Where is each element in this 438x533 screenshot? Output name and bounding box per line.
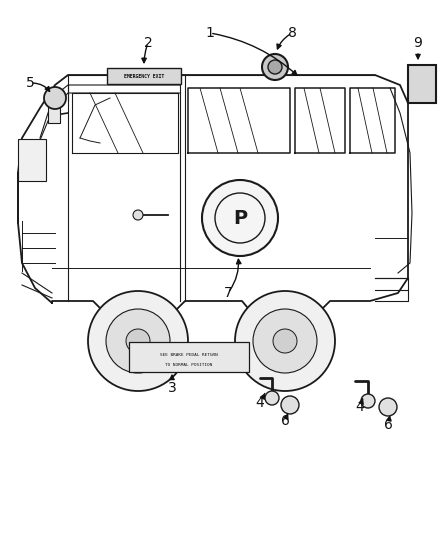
Text: EMERGENCY EXIT: EMERGENCY EXIT [124, 74, 164, 78]
Circle shape [44, 87, 66, 109]
FancyBboxPatch shape [129, 342, 249, 372]
Circle shape [268, 60, 282, 74]
Circle shape [281, 396, 299, 414]
Bar [408, 65, 436, 103]
Circle shape [106, 309, 170, 373]
Circle shape [273, 329, 297, 353]
Circle shape [88, 291, 188, 391]
Text: 4: 4 [356, 400, 364, 414]
Text: 9: 9 [413, 36, 422, 50]
Circle shape [235, 291, 335, 391]
Text: TO NORMAL POSITION: TO NORMAL POSITION [166, 363, 212, 367]
Circle shape [379, 398, 397, 416]
Text: 4: 4 [256, 396, 265, 410]
Bar [48, 107, 60, 123]
Text: 5: 5 [26, 76, 34, 90]
Circle shape [361, 394, 375, 408]
Text: 6: 6 [384, 418, 392, 432]
Circle shape [202, 180, 278, 256]
Text: 8: 8 [288, 26, 297, 40]
Bar [18, 139, 46, 181]
FancyBboxPatch shape [107, 68, 181, 84]
Circle shape [262, 54, 288, 80]
Text: P: P [233, 208, 247, 228]
Text: 7: 7 [224, 286, 233, 300]
Text: 2: 2 [144, 36, 152, 50]
Circle shape [265, 391, 279, 405]
Circle shape [253, 309, 317, 373]
Circle shape [126, 329, 150, 353]
Text: 6: 6 [281, 414, 290, 428]
Circle shape [133, 210, 143, 220]
Text: SEE BRAKE PEDAL RETURN: SEE BRAKE PEDAL RETURN [160, 353, 218, 357]
Text: 1: 1 [205, 26, 215, 40]
Text: 3: 3 [168, 381, 177, 395]
